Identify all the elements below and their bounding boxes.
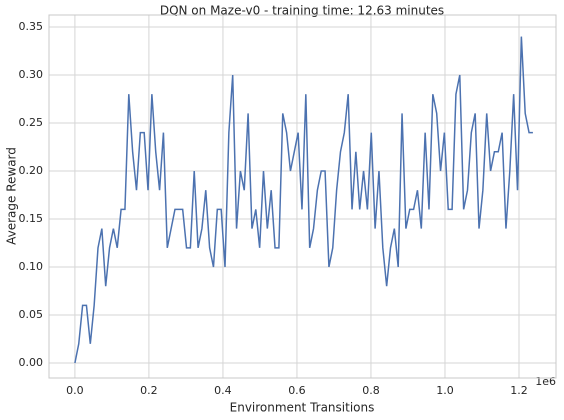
x-offset-label: 1e6 (535, 375, 556, 388)
y-tick-label: 0.35 (19, 20, 44, 33)
y-tick-label: 0.00 (19, 356, 44, 369)
y-tick-label: 0.20 (19, 164, 44, 177)
y-tick-label: 0.15 (19, 212, 44, 225)
x-tick-label: 0.6 (288, 384, 306, 397)
x-tick-label: 0.0 (66, 384, 84, 397)
x-tick-label: 1.0 (436, 384, 454, 397)
line-series (74, 36, 533, 364)
chart-title: DQN on Maze-v0 - training time: 12.63 mi… (160, 4, 444, 18)
plot-frame (48, 14, 557, 379)
x-tick-label: 0.8 (362, 384, 380, 397)
y-tick-label: 0.25 (19, 116, 44, 129)
y-axis-label: Average Reward (5, 147, 19, 245)
y-tick-label: 0.30 (19, 68, 44, 81)
x-tick-label: 0.2 (140, 384, 158, 397)
y-tick-label: 0.10 (19, 260, 44, 273)
x-tick-label: 1.2 (510, 384, 528, 397)
y-tick-label: 0.05 (19, 308, 44, 321)
x-axis-label: Environment Transitions (230, 401, 375, 415)
x-tick-label: 0.4 (214, 384, 232, 397)
